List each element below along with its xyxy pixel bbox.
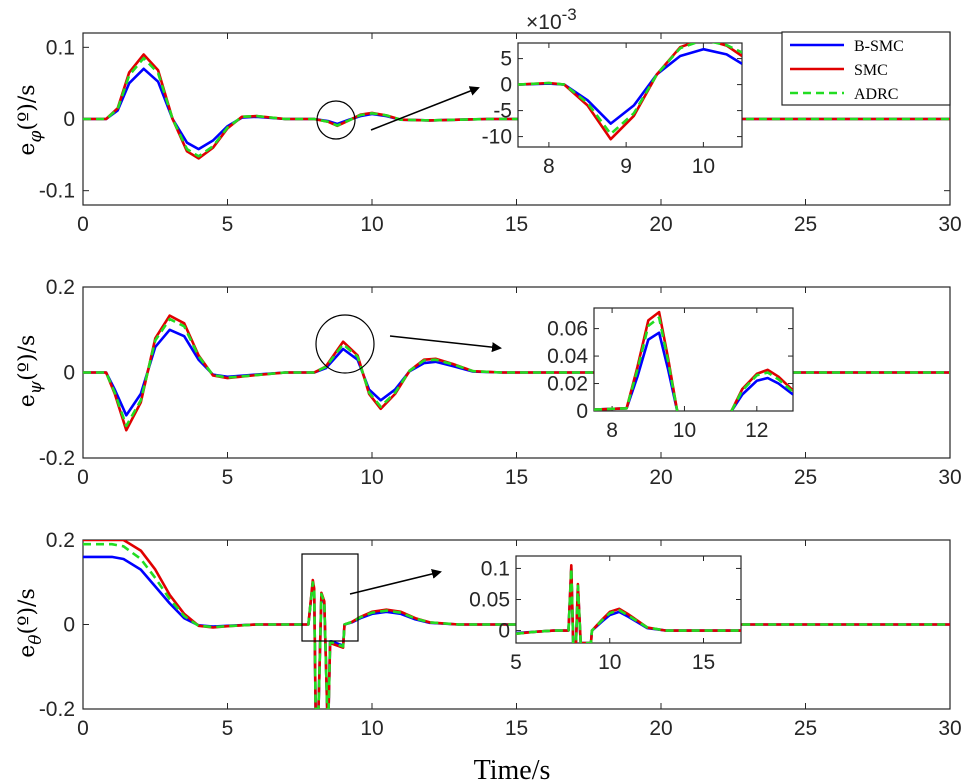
zoom-arrow	[349, 569, 442, 595]
inset-y-tick-label: 0.02	[547, 373, 588, 396]
inset-exponent: ×10-3	[526, 5, 577, 34]
inset-box	[517, 42, 743, 148]
y-label-main: e	[15, 394, 40, 407]
legend-label: ADRC	[854, 86, 898, 103]
x-tick-label: 25	[794, 213, 817, 236]
legend-label: SMC	[854, 62, 888, 79]
x-tick-label: 10	[360, 717, 383, 740]
x-tick-label: 30	[938, 466, 961, 489]
inset-series-group	[516, 564, 741, 643]
inset-y-tick-label: 0.06	[547, 318, 588, 341]
subplot-1: 0 5 10 15 20 25 300.10-0.1eφ(º)/s8 9 1050-5-10×1…	[15, 5, 962, 236]
x-tick-label: 0	[77, 466, 89, 489]
inset-x-tick-label: 10	[598, 651, 621, 674]
y-axis-label: eθ(º)/s	[15, 588, 46, 658]
inset-series-group	[518, 43, 742, 141]
series-line-adrc	[594, 316, 679, 411]
series-group	[83, 540, 950, 709]
series-line-adrc	[83, 56, 950, 158]
y-label-subscript: θ	[26, 634, 46, 644]
inset-y-tick-label: -5	[493, 100, 512, 123]
x-tick-label: 30	[938, 717, 961, 740]
y-tick-label: 0	[63, 108, 75, 131]
inset-x-tick-label: 10	[673, 419, 696, 442]
y-tick-label: -0.2	[39, 698, 75, 721]
zoom-arrow	[370, 86, 480, 131]
inset-plot: 8 10 12 0.06 0.04 0.02 0	[547, 307, 794, 442]
exponent-power: -3	[562, 5, 577, 24]
x-tick-label: 25	[794, 717, 817, 740]
x-tick-label: 5	[222, 466, 234, 489]
y-label-subscript: ψ	[26, 380, 46, 394]
x-tick-label: 10	[360, 213, 383, 236]
inset-plot: 5 10 15 0.1 0.05 0	[469, 555, 742, 674]
inset-y-tick-label: 5	[500, 48, 512, 71]
series-group	[83, 314, 950, 432]
x-tick-label: 25	[794, 466, 817, 489]
series-line-adrc	[83, 542, 950, 709]
subplot-2: 0 5 10 15 20 25 300.20-0.2eψ(º)/s8 10 120.060.04…	[15, 276, 962, 489]
inset-x-tick-label: 10	[692, 155, 715, 178]
zoom-arrow	[389, 335, 502, 353]
y-label-subscript: φ	[26, 131, 46, 143]
y-label-main: e	[15, 143, 40, 156]
y-tick-label: -0.2	[39, 447, 75, 470]
series-line-b-smc	[730, 376, 793, 411]
legend: B-SMC SMC ADRC	[781, 31, 951, 106]
exponent-base: ×10	[526, 11, 562, 34]
series-line-adrc	[83, 317, 950, 428]
inset-y-tick-label: 0.1	[481, 557, 510, 580]
inset-plot: 8 9 10 5 0 -5 -10 ×10-3	[482, 5, 743, 178]
inset-x-tick-label: 9	[620, 155, 632, 178]
x-tick-label: 15	[505, 717, 528, 740]
inset-y-tick-label: -10	[482, 126, 512, 149]
x-tick-label: 0	[77, 717, 89, 740]
x-axis-label: Time/s	[474, 755, 551, 782]
y-tick-label: 0.1	[46, 36, 75, 59]
y-label-main: e	[15, 645, 40, 658]
x-tick-label: 15	[505, 466, 528, 489]
y-tick-label: 0.2	[46, 529, 75, 552]
inset-x-tick-label: 8	[606, 419, 618, 442]
y-tick-label: 0	[63, 614, 75, 637]
x-tick-label: 20	[649, 213, 672, 236]
inset-y-tick-label: 0.05	[469, 589, 510, 612]
zoom-circle	[315, 314, 375, 374]
y-tick-label: 0	[63, 362, 75, 385]
x-tick-label: 15	[505, 213, 528, 236]
x-tick-label: 20	[649, 717, 672, 740]
y-axis-label: eψ(º)/s	[15, 335, 46, 408]
x-tick-label: 10	[360, 466, 383, 489]
inset-y-tick-label: 0	[576, 400, 588, 423]
y-label-unit: (º)/s	[15, 335, 40, 381]
zoom-rect	[301, 553, 359, 642]
inset-y-tick-label: 0	[500, 74, 512, 97]
x-tick-label: 0	[77, 213, 89, 236]
x-tick-label: 20	[649, 466, 672, 489]
inset-y-tick-label: 0.04	[547, 345, 588, 368]
y-tick-label: -0.1	[39, 180, 75, 203]
x-tick-label: 5	[222, 717, 234, 740]
inset-x-tick-label: 5	[510, 651, 522, 674]
inset-x-tick-label: 15	[692, 651, 715, 674]
y-label-unit: (º)/s	[15, 588, 40, 634]
inset-series-group	[594, 310, 793, 411]
series-group	[83, 53, 950, 160]
series-line-smc	[516, 564, 741, 643]
y-label-unit: (º)/s	[15, 84, 40, 130]
inset-box	[593, 307, 794, 412]
x-tick-label: 5	[222, 213, 234, 236]
series-line-adrc	[730, 371, 793, 411]
inset-y-tick-label: 0	[498, 620, 510, 643]
legend-label: B-SMC	[854, 38, 904, 55]
inset-x-tick-label: 12	[745, 419, 768, 442]
series-line-adrc	[518, 43, 742, 136]
y-axis-label: eφ(º)/s	[15, 84, 46, 155]
inset-x-tick-label: 8	[543, 155, 555, 178]
zoom-circle	[316, 100, 356, 140]
x-tick-label: 30	[938, 213, 961, 236]
y-tick-label: 0.2	[46, 276, 75, 299]
subplot-3: 0 5 10 15 20 25 300.20-0.2eθ(º)/s5 10 150.10.050…	[15, 529, 962, 782]
